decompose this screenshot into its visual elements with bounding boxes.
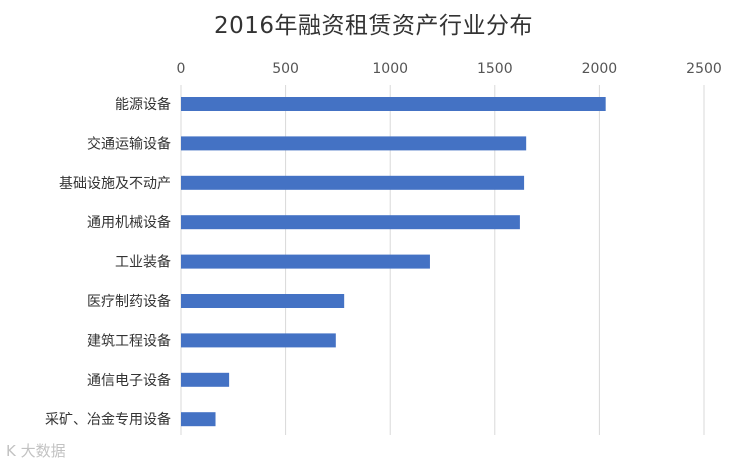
chart-title: 2016年融资租赁资产行业分布 bbox=[213, 13, 534, 39]
bar bbox=[181, 215, 520, 230]
watermark-logo: K 大数据 bbox=[6, 442, 66, 460]
bar bbox=[181, 97, 606, 111]
category-label: 工业装备 bbox=[115, 254, 171, 271]
x-tick-label: 2500 bbox=[686, 61, 722, 77]
category-label: 能源设备 bbox=[115, 96, 171, 113]
x-tick-label: 1000 bbox=[372, 61, 408, 77]
category-label: 通用机械设备 bbox=[87, 214, 171, 231]
x-tick-label: 1500 bbox=[477, 61, 513, 77]
bar bbox=[181, 254, 430, 269]
bar bbox=[181, 175, 525, 190]
category-label: 医疗制药设备 bbox=[87, 293, 171, 310]
category-label: 交通运输设备 bbox=[87, 135, 171, 152]
x-tick-label: 2000 bbox=[582, 61, 618, 77]
bar bbox=[181, 136, 527, 151]
x-tick-label: 500 bbox=[272, 61, 299, 77]
x-tick-label: 0 bbox=[177, 61, 186, 77]
category-label: 采矿、冶金专用设备 bbox=[45, 411, 171, 428]
bar bbox=[181, 294, 345, 308]
category-label: 基础设施及不动产 bbox=[59, 175, 171, 192]
bar bbox=[181, 412, 216, 427]
bar bbox=[181, 372, 230, 387]
bar bbox=[181, 333, 336, 348]
category-label: 通信电子设备 bbox=[87, 372, 171, 389]
category-label: 建筑工程设备 bbox=[87, 332, 171, 349]
